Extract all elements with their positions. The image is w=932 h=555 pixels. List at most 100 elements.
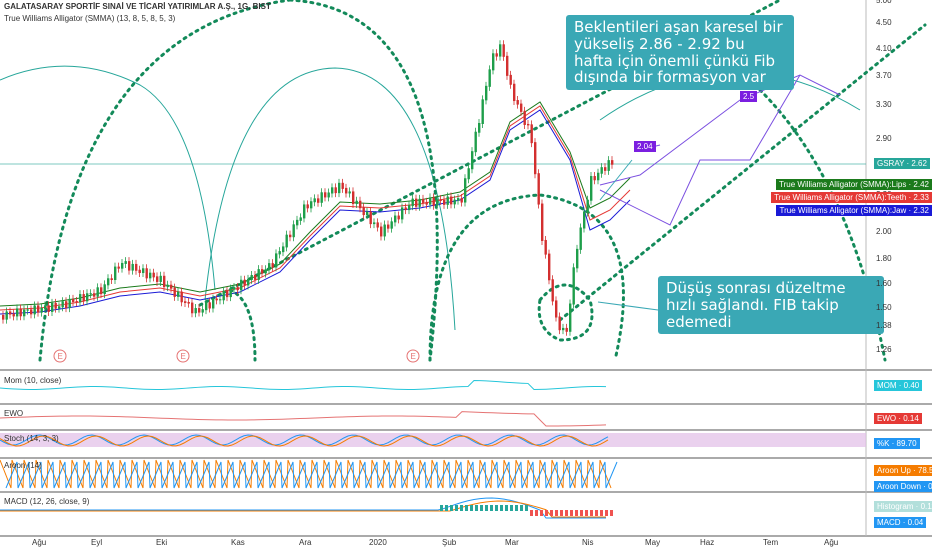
candle-body — [275, 253, 278, 268]
candle-body — [523, 110, 526, 125]
macd-histogram-bar — [585, 510, 588, 516]
candle-body — [457, 198, 460, 201]
callout-bottom-text: Düşüş sonrası düzeltme hızlı sağlandı. F… — [666, 279, 846, 331]
macd-histogram-bar — [455, 505, 458, 511]
candle-body — [201, 309, 204, 313]
candle-body — [187, 301, 190, 304]
candle-body — [222, 290, 225, 301]
candle-body — [425, 201, 428, 205]
candle-body — [530, 124, 533, 144]
fib-circle-right — [758, 88, 887, 362]
ewo-line — [0, 411, 607, 427]
candle-body — [359, 200, 362, 209]
candle-body — [96, 287, 99, 297]
candle-body — [380, 226, 383, 237]
price-scale-label: 1.60 — [876, 279, 892, 288]
candle-body — [509, 74, 512, 85]
macd-histogram-bar — [570, 510, 573, 516]
macd-histogram-bar — [525, 505, 528, 511]
callout-bottom-connector — [597, 301, 659, 311]
candle-body — [124, 261, 127, 264]
stoch-k-line — [0, 434, 609, 446]
candle-body — [236, 287, 239, 291]
candle-body — [464, 178, 467, 203]
x-axis-label: Kas — [231, 538, 245, 547]
callout-top[interactable]: Beklentileri aşan karesel bir yükseliş 2… — [566, 15, 794, 91]
price-scale-label: 5.00 — [876, 0, 892, 5]
candle-body — [450, 196, 453, 205]
candle-body — [446, 196, 449, 205]
macd-histogram-bar — [450, 505, 453, 511]
macd-histogram-bar — [510, 505, 513, 511]
candle-body — [47, 305, 50, 312]
candle-body — [555, 300, 558, 318]
candle-body — [180, 291, 183, 303]
candle-body — [219, 299, 222, 301]
macd-histogram-bar — [460, 505, 463, 511]
pane-value-tag: %K · 89.70 — [874, 438, 920, 449]
candle-body — [369, 211, 372, 225]
macd-histogram-bar — [505, 505, 508, 511]
candle-body — [212, 298, 215, 309]
candle-body — [44, 305, 47, 309]
callout-top-connector — [599, 159, 633, 201]
macd-histogram-bar — [560, 510, 563, 516]
candle-body — [75, 301, 78, 303]
macd-histogram-bar — [520, 505, 523, 511]
price-scale-label: 1.50 — [876, 303, 892, 312]
candle-body — [348, 191, 351, 194]
candle-body — [289, 234, 292, 238]
candle-body — [26, 309, 29, 311]
candle-body — [436, 199, 439, 206]
candle-body — [408, 205, 411, 211]
macd-histogram-bar — [475, 505, 478, 511]
price-tag: True Williams Alligator (SMMA):Teeth · 2… — [771, 192, 932, 203]
candle-body — [37, 305, 40, 313]
candle-body — [429, 197, 432, 205]
x-axis-label: Eki — [156, 538, 168, 547]
macd-histogram-bar — [465, 505, 468, 511]
fib-arc-middle — [204, 67, 456, 331]
earnings-marker-circle — [53, 349, 67, 363]
pane-value-tag: MOM · 0.40 — [874, 380, 923, 391]
candle-body — [110, 278, 113, 281]
candle-body — [247, 278, 250, 286]
alligator-jaw-line — [0, 109, 631, 315]
candle-body — [341, 182, 344, 189]
macd-histogram-bar — [565, 510, 568, 516]
candle-body — [411, 198, 414, 207]
candle-body — [264, 269, 267, 274]
candle-body — [278, 251, 281, 255]
candle-body — [453, 199, 456, 205]
candle-body — [383, 224, 386, 237]
earnings-marker-label: E — [58, 352, 63, 361]
callout-bottom[interactable]: Düşüş sonrası düzeltme hızlı sağlandı. F… — [658, 276, 884, 335]
alligator-teeth-line — [0, 105, 631, 311]
macd-histogram-bar — [600, 510, 603, 516]
candle-body — [198, 308, 201, 313]
candle-body — [173, 287, 176, 297]
candle-body — [394, 215, 397, 223]
candle-body — [432, 197, 435, 206]
mom-line — [0, 380, 607, 391]
macd-histogram-bar — [610, 510, 613, 516]
candle-body — [558, 316, 561, 331]
macd-histogram-bar — [485, 505, 488, 511]
candle-body — [100, 287, 103, 295]
candle-body — [401, 207, 404, 220]
candle-body — [191, 302, 194, 314]
price-scale-label: 2.00 — [876, 227, 892, 236]
candle-body — [376, 222, 379, 228]
macd-histogram-bar — [495, 505, 498, 511]
macd-line — [0, 497, 606, 519]
earnings-marker-circle — [176, 349, 190, 363]
candle-body — [499, 44, 502, 57]
candle-body — [72, 298, 75, 303]
macd-histogram-bar — [580, 510, 583, 516]
x-axis-label: Ağu — [32, 538, 47, 547]
marker-b: 2.5 — [740, 91, 758, 102]
candle-body — [562, 327, 565, 331]
candle-body — [79, 294, 82, 303]
x-axis-label: Tem — [763, 538, 779, 547]
